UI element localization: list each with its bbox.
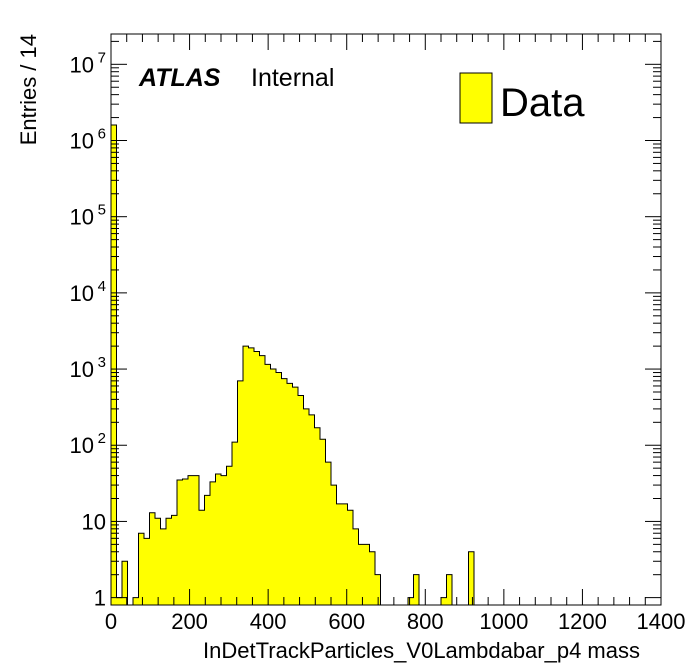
histogram-bar <box>468 551 474 605</box>
histogram-bar <box>199 510 205 605</box>
y-tick-label: 1 <box>94 586 106 611</box>
y-tick-exponent: 4 <box>98 278 106 295</box>
histogram-bar <box>298 395 304 605</box>
y-axis-label: Entries / 14 <box>16 34 41 145</box>
histogram-bar <box>182 479 188 605</box>
histogram-bar <box>292 387 298 605</box>
y-tick-label: 10 <box>70 357 94 382</box>
legend: Data <box>459 72 585 125</box>
histogram-bar <box>364 544 370 605</box>
y-tick-exponent: 5 <box>98 202 106 219</box>
histogram-bar <box>413 574 419 605</box>
histogram-bar <box>221 475 227 605</box>
histogram-bar <box>314 427 320 605</box>
y-tick-exponent: 6 <box>98 126 106 143</box>
histogram-bar <box>138 533 144 605</box>
histogram-bar <box>408 597 414 605</box>
histogram-bar <box>369 551 375 605</box>
histogram-bar <box>446 574 452 605</box>
histogram-bar <box>232 442 238 605</box>
histogram-bar <box>215 473 221 605</box>
histogram-bar <box>116 597 122 605</box>
y-tick-label: 10 <box>70 205 94 230</box>
histogram-bar <box>111 124 117 605</box>
histogram-bar <box>248 347 254 605</box>
histogram-bar <box>210 481 216 605</box>
x-tick-label: 1200 <box>558 609 607 634</box>
histogram-bar <box>193 475 199 605</box>
x-tick-label: 1400 <box>637 609 686 634</box>
histogram-bar <box>320 439 326 605</box>
histogram-bar <box>325 462 331 605</box>
y-tick-exponent: 3 <box>98 354 106 371</box>
legend-swatch <box>459 72 493 124</box>
x-tick-label: 400 <box>250 609 287 634</box>
histogram-bar <box>144 538 150 605</box>
legend-label: Data <box>500 81 585 125</box>
x-tick-label: 0 <box>105 609 117 634</box>
atlas-label: ATLAS <box>138 64 221 92</box>
histogram-bar <box>171 515 177 605</box>
histogram-bar <box>347 510 353 605</box>
histogram-bar <box>342 503 348 605</box>
histogram-bar <box>237 380 243 605</box>
y-tick-label: 10 <box>82 509 106 534</box>
histogram-bar <box>254 351 260 605</box>
plot-frame <box>110 33 662 606</box>
y-tick-label: 10 <box>70 129 94 154</box>
histogram-bar <box>358 544 364 605</box>
y-tick-exponent: 2 <box>98 430 106 447</box>
histogram-bar <box>353 528 359 605</box>
histogram-bar <box>166 518 172 605</box>
x-tick-label: 1000 <box>479 609 528 634</box>
histogram-bar <box>133 597 139 605</box>
histogram-bar <box>375 574 381 605</box>
histogram-bar <box>441 597 447 605</box>
histogram-bar <box>243 346 249 605</box>
histogram-bar <box>303 408 309 605</box>
histogram-bar <box>149 512 155 605</box>
x-tick-label: 600 <box>328 609 365 634</box>
histogram-bar <box>336 503 342 605</box>
x-tick-label: 200 <box>171 609 208 634</box>
y-tick-label: 10 <box>70 52 94 77</box>
x-tick-labels: 0 200 400 600 800 1000 1200 1400 <box>105 609 686 634</box>
y-tick-label: 10 <box>70 281 94 306</box>
x-tick-label: 800 <box>407 609 444 634</box>
histogram-bar <box>122 561 128 605</box>
x-axis-label: InDetTrackParticles_V0Lambdabar_p4 mass <box>203 638 640 663</box>
histogram-bar <box>287 383 293 605</box>
y-tick-label: 10 <box>70 433 94 458</box>
histogram-bar <box>265 364 271 605</box>
histogram-bar <box>331 485 337 605</box>
histogram-bar <box>309 414 315 605</box>
axis-ticks <box>110 34 662 605</box>
histogram-bar <box>204 495 210 605</box>
histogram-bar <box>276 372 282 605</box>
histogram-bar <box>177 479 183 605</box>
histogram-bar <box>281 378 287 605</box>
histogram-bar <box>259 355 265 605</box>
histogram-bar <box>155 518 161 605</box>
histogram-bar <box>160 528 166 605</box>
histogram-bar <box>270 369 276 605</box>
histogram-bar <box>226 466 232 605</box>
histogram-bar <box>188 475 194 605</box>
histogram-bars <box>110 124 475 605</box>
internal-label: Internal <box>251 64 334 92</box>
y-tick-exponent: 7 <box>98 49 106 66</box>
